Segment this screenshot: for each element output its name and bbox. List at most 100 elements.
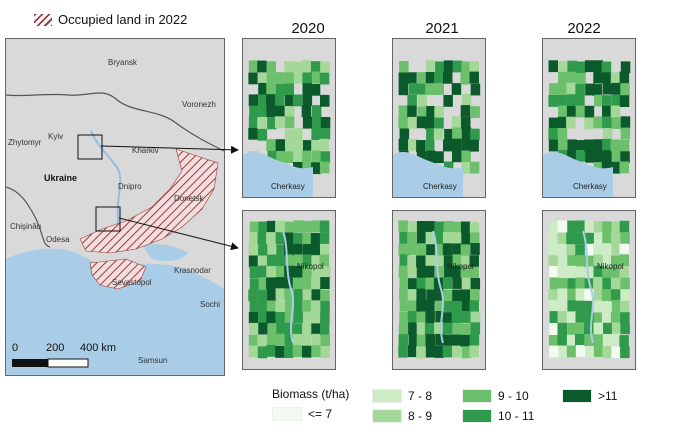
biomass-cell — [257, 117, 267, 130]
biomass-cell — [442, 231, 453, 244]
biomass-cell — [319, 72, 330, 85]
biomass-cell — [275, 72, 285, 84]
legend-label-10-11: 10 - 11 — [498, 409, 535, 423]
biomass-cell — [611, 231, 621, 244]
biomass-cell — [425, 345, 436, 358]
biomass-cell — [461, 162, 472, 174]
biomass-cell — [592, 84, 603, 96]
biomass-cell — [416, 116, 427, 129]
biomass-cell — [549, 266, 559, 278]
biomass-cell — [470, 243, 480, 255]
biomass-cell — [575, 345, 586, 357]
biomass-cell — [470, 311, 481, 324]
label-samsun: Samsun — [138, 356, 167, 365]
biomass-cell — [576, 255, 586, 268]
biomass-cell — [576, 140, 586, 152]
biomass-cell — [592, 300, 603, 313]
biomass-cell — [311, 255, 321, 268]
label-kyiv: Kyiv — [48, 132, 63, 141]
biomass-cell — [611, 255, 621, 268]
biomass-cell — [619, 335, 629, 347]
biomass-cell — [292, 345, 303, 357]
biomass-cell — [460, 265, 471, 278]
biomass-cell — [275, 220, 285, 233]
biomass-cell — [469, 61, 479, 73]
country-border-north — [6, 92, 224, 152]
biomass-cell — [284, 311, 295, 324]
biomass-cell — [619, 243, 629, 256]
biomass-cell — [567, 334, 577, 347]
biomass-cell — [548, 139, 559, 152]
biomass-cell — [575, 220, 585, 233]
biomass-cell — [398, 243, 408, 256]
biomass-cell — [320, 312, 330, 325]
biomass-cell — [258, 244, 268, 257]
label-voronezh: Voronezh — [182, 100, 216, 109]
biomass-cell — [248, 334, 259, 347]
scalebar-white — [47, 358, 89, 368]
biomass-cell — [407, 243, 418, 255]
legend-swatch-le7 — [272, 407, 302, 421]
biomass-cell — [258, 322, 268, 335]
biomass-cell — [452, 138, 462, 151]
biomass-cell — [417, 83, 427, 96]
biomass-cell — [293, 323, 304, 336]
biomass-cell — [424, 117, 435, 130]
legend-label-gt11: >11 — [598, 389, 618, 403]
biomass-cell — [293, 289, 304, 301]
biomass-cell — [584, 105, 595, 118]
biomass-cell — [302, 94, 313, 106]
biomass-cell — [399, 61, 409, 73]
biomass-cell — [611, 289, 621, 302]
biomass-cell — [611, 346, 621, 359]
label-sochi: Sochi — [200, 300, 220, 309]
biomass-cell — [567, 151, 577, 163]
biomass-cell — [557, 116, 568, 129]
biomass-cell — [433, 128, 444, 141]
biomass-cell — [311, 277, 321, 290]
scalebar-black — [12, 359, 48, 367]
biomass-cell — [303, 140, 313, 152]
biomass-cell — [248, 311, 259, 324]
biomass-cell — [293, 265, 303, 278]
scalebar-0: 0 — [12, 342, 18, 354]
biomass-cell — [451, 83, 462, 95]
biomass-legend-title: Biomass (t/ha) — [272, 387, 350, 401]
biomass-cell — [602, 116, 612, 129]
biomass-cell — [593, 254, 604, 267]
biomass-cell — [461, 323, 471, 336]
city-label: Nikopol — [447, 262, 474, 271]
biomass-cell — [311, 150, 322, 163]
biomass-cell — [461, 93, 472, 106]
biomass-cell — [266, 82, 276, 95]
biomass-cell — [549, 311, 560, 323]
biomass-cell — [267, 288, 277, 301]
biomass-cell — [398, 105, 409, 118]
biomass-cell — [416, 311, 426, 324]
biomass-cell — [576, 61, 586, 74]
biomass-cell — [567, 322, 577, 335]
biomass-cell — [407, 105, 417, 118]
biomass-cell — [425, 83, 435, 95]
biomass-cell — [548, 60, 558, 73]
biomass-cell — [602, 221, 612, 234]
occupied-land-legend-label: Occupied land in 2022 — [58, 12, 188, 27]
biomass-cell — [293, 127, 303, 140]
biomass-cell — [620, 151, 630, 164]
biomass-cell — [567, 255, 577, 267]
biomass-cell — [575, 277, 585, 290]
biomass-cell — [567, 265, 577, 278]
biomass-cell — [320, 346, 330, 358]
biomass-cell — [451, 300, 462, 313]
biomass-cell — [593, 312, 604, 325]
biomass-cell — [610, 161, 621, 174]
legend-label-8-9: 8 - 9 — [408, 409, 433, 423]
biomass-cell — [425, 72, 436, 84]
biomass-cell — [452, 127, 462, 140]
biomass-cell — [584, 255, 594, 268]
biomass-cell — [302, 345, 312, 358]
biomass-cell — [443, 312, 454, 325]
biomass-cell — [267, 334, 277, 346]
biomass-cell — [416, 334, 427, 347]
biomass-cell — [557, 300, 568, 313]
